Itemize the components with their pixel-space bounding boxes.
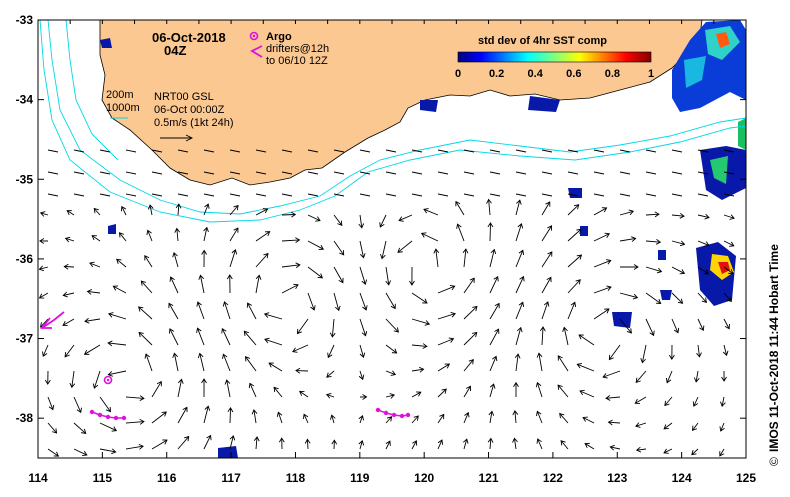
x-tick-label: 124 [672, 471, 692, 485]
velocity-arrow [490, 223, 491, 241]
scale-label: 0.5m/s (1kt 24h) [154, 117, 233, 129]
y-tick-label: -33 [16, 13, 34, 27]
colorbar-tick-label: 1 [648, 68, 654, 80]
velocity-arrow [282, 214, 295, 215]
x-tick-label: 120 [414, 471, 434, 485]
colorbar-tick-label: 0.4 [528, 68, 544, 80]
colorbar-tick-label: 0.2 [489, 68, 504, 80]
colorbar-tick-label: 0.8 [605, 68, 620, 80]
y-tick-label: -37 [16, 332, 34, 346]
credit-symbol: © [767, 457, 781, 466]
drifters-label-1: drifters@12h [266, 43, 329, 55]
x-tick-label: 122 [543, 471, 563, 485]
credit: © IMOS 11-Oct-2018 11:44 Hobart Time [767, 244, 781, 466]
product-time-label: 06-Oct 00:00Z [154, 104, 225, 116]
colorbar-title: std dev of 4hr SST comp [478, 35, 607, 47]
y-tick-label: -35 [16, 172, 34, 186]
colorbar-gradient [458, 52, 651, 62]
x-tick-label: 118 [286, 471, 306, 485]
x-tick-label: 119 [350, 471, 370, 485]
x-tick-label: 115 [93, 471, 113, 485]
credit-label: IMOS 11-Oct-2018 11:44 Hobart Time [767, 244, 781, 452]
x-tick-label: 125 [736, 471, 756, 485]
y-tick-label: -34 [16, 93, 34, 107]
x-tick-label: 116 [157, 471, 177, 485]
y-tick-label: -36 [16, 252, 34, 266]
contour-1000m-label: 1000m [106, 102, 140, 114]
velocity-arrow [230, 408, 231, 423]
velocity-arrow [64, 266, 74, 267]
x-tick-label: 123 [607, 471, 627, 485]
drifters-label-2: to 06/10 12Z [266, 55, 328, 67]
colorbar-tick-label: 0.6 [566, 68, 581, 80]
colorbar-tick-label: 0 [455, 68, 461, 80]
product-label: NRT00 GSL [154, 91, 214, 103]
x-tick-label: 117 [221, 471, 241, 485]
time-label: 04Z [164, 43, 186, 58]
x-tick-label: 114 [28, 471, 48, 485]
argo-label: Argo [266, 31, 292, 43]
contour-200m-label: 200m [106, 89, 134, 101]
x-tick-label: 121 [479, 471, 499, 485]
y-tick-label: -38 [16, 411, 34, 425]
